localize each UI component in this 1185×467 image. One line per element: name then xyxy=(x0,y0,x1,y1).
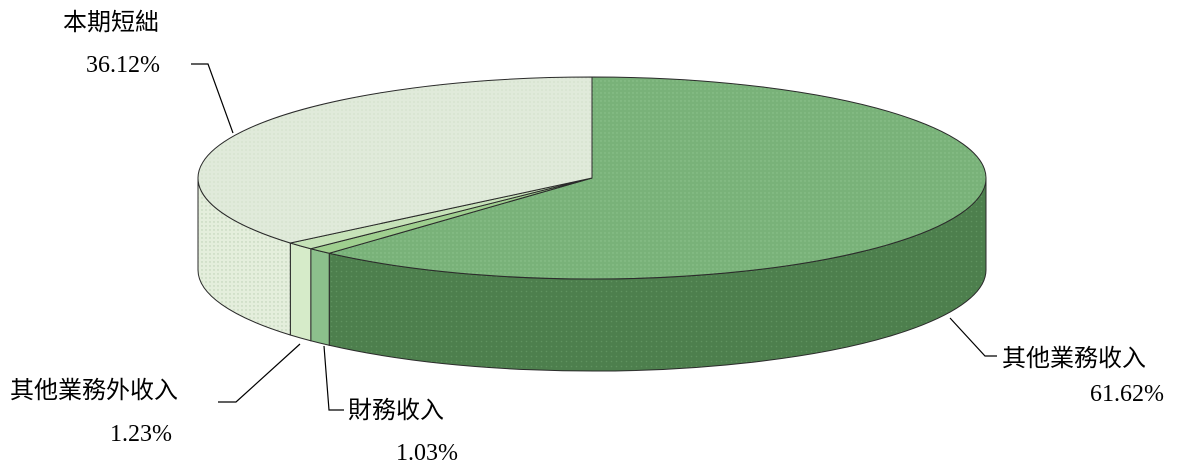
leader-line-1 xyxy=(323,345,344,411)
slice-wall-1 xyxy=(310,248,330,346)
pie-labels: 其他業務收入 61.62% 財務收入 1.03% 其他業務外收入 1.23% 本期短絀 36.… xyxy=(10,9,1164,466)
leader-line-2 xyxy=(218,343,301,403)
leader-line-0 xyxy=(949,317,997,357)
slice-label-0: 其他業務收入 xyxy=(1002,345,1146,372)
slice-value-3: 36.12% xyxy=(86,52,160,78)
slice-value-2: 1.23% xyxy=(110,421,172,447)
pie-tops xyxy=(197,76,987,280)
slice-label-2: 其他業務外收入 xyxy=(10,377,178,404)
slice-wall-2 xyxy=(289,242,312,342)
slice-top-3 xyxy=(197,76,593,244)
slice-value-1: 1.03% xyxy=(396,440,458,466)
slice-value-0: 61.62% xyxy=(1090,381,1164,407)
leader-line-3 xyxy=(191,63,234,134)
slice-label-3: 本期短絀 xyxy=(63,9,159,36)
slice-label-1: 財務收入 xyxy=(348,397,444,424)
slice-top-0 xyxy=(329,76,987,280)
